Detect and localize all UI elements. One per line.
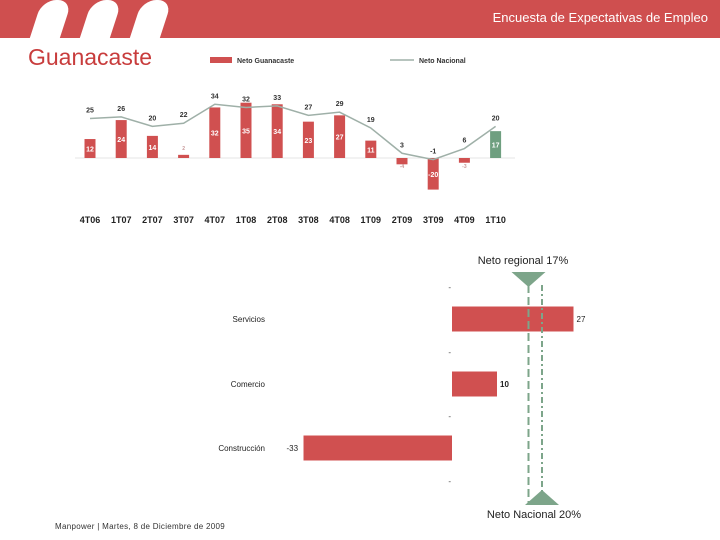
reference-arrow-regional [511, 272, 546, 287]
bar-value-label: 11 [367, 147, 375, 154]
sector-value-label: -33 [287, 444, 299, 453]
sector-bar [303, 435, 452, 461]
sector-label: Servicios [233, 315, 265, 324]
x-tick-label: 4T08 [329, 215, 350, 225]
x-tick-label: 1T10 [485, 215, 506, 225]
x-tick-label: 1T07 [111, 215, 132, 225]
bar-value-label: 34 [273, 129, 281, 136]
bar-guanacaste [302, 121, 314, 158]
bar-value-label: 35 [242, 128, 250, 135]
line-value-label: 34 [211, 93, 219, 100]
bar-guanacaste [365, 140, 377, 158]
bar-guanacaste [146, 135, 158, 158]
sector-bar [452, 306, 574, 332]
bar-value-label: 17 [492, 143, 500, 150]
bar-guanacaste [427, 158, 439, 190]
line-nacional [89, 103, 497, 161]
bar-value-label: 2 [182, 146, 185, 152]
x-tick-label: 1T09 [361, 215, 382, 225]
bar-guanacaste [334, 115, 346, 158]
bar-guanacaste [115, 120, 127, 158]
bar-value-label: 14 [149, 145, 157, 152]
reference-arrow-nacional [525, 490, 559, 505]
line-value-label: -1 [430, 149, 436, 156]
sector-label: Comercio [231, 380, 266, 389]
axis-tick-mark: - [448, 412, 451, 421]
bar-guanacaste [458, 158, 470, 163]
line-value-label: 22 [180, 112, 188, 119]
x-tick-label: 2T08 [267, 215, 288, 225]
x-tick-label: 4T09 [454, 215, 475, 225]
bar-guanacaste [490, 131, 502, 158]
bar-guanacaste [84, 139, 96, 158]
bar-guanacaste [271, 104, 283, 158]
bar-value-label: -4 [400, 164, 405, 170]
line-value-label: 33 [273, 95, 281, 102]
sector-value-label: 27 [577, 315, 586, 324]
line-value-label: 6 [462, 138, 466, 145]
x-tick-label: 3T08 [298, 215, 319, 225]
x-tick-label: 2T09 [392, 215, 413, 225]
line-value-label: 27 [305, 104, 313, 111]
legend-swatch-guanacaste [210, 57, 232, 63]
bar-value-label: -3 [462, 164, 467, 170]
bar-value-label: -20 [428, 172, 438, 179]
line-value-label: 3 [400, 142, 404, 149]
region-title: Guanacaste [28, 44, 153, 70]
x-tick-label: 4T07 [205, 215, 226, 225]
bar-guanacaste [209, 107, 221, 158]
bar-value-label: 23 [305, 138, 313, 145]
line-value-label: 32 [242, 96, 250, 103]
reference-label-nacional: Neto Nacional 20% [487, 509, 581, 521]
line-value-label: 29 [336, 101, 344, 108]
axis-tick-mark: - [448, 348, 451, 357]
legend-label-nacional: Neto Nacional [419, 58, 466, 65]
bar-value-label: 12 [86, 147, 94, 154]
bar-value-label: 27 [336, 135, 344, 142]
bar-value-label: 32 [211, 131, 219, 138]
x-tick-label: 4T06 [80, 215, 101, 225]
sector-bar [452, 371, 497, 397]
reference-label-regional: Neto regional 17% [478, 255, 569, 267]
line-value-label: 26 [117, 106, 125, 113]
line-value-label: 20 [492, 115, 500, 122]
sector-label: Construcción [218, 444, 265, 453]
line-value-label: 19 [367, 117, 375, 124]
x-tick-label: 2T07 [142, 215, 163, 225]
x-tick-label: 3T09 [423, 215, 444, 225]
x-tick-label: 1T08 [236, 215, 257, 225]
footer-text: Manpower | Martes, 8 de Diciembre de 200… [55, 522, 226, 531]
sector-value-label: 10 [500, 380, 509, 389]
axis-tick-mark: - [448, 477, 451, 486]
header-title: Encuesta de Expectativas de Empleo [492, 10, 708, 25]
line-value-label: 25 [86, 108, 94, 115]
bar-value-label: 24 [117, 137, 125, 144]
header-bar: Encuesta de Expectativas de Empleo [0, 0, 720, 38]
x-tick-label: 3T07 [173, 215, 194, 225]
axis-tick-mark: - [448, 283, 451, 292]
bar-guanacaste [240, 102, 252, 158]
bar-guanacaste [396, 158, 408, 165]
bar-guanacaste [178, 154, 190, 158]
line-value-label: 20 [149, 115, 157, 122]
legend-label-guanacaste: Neto Guanacaste [237, 58, 294, 65]
